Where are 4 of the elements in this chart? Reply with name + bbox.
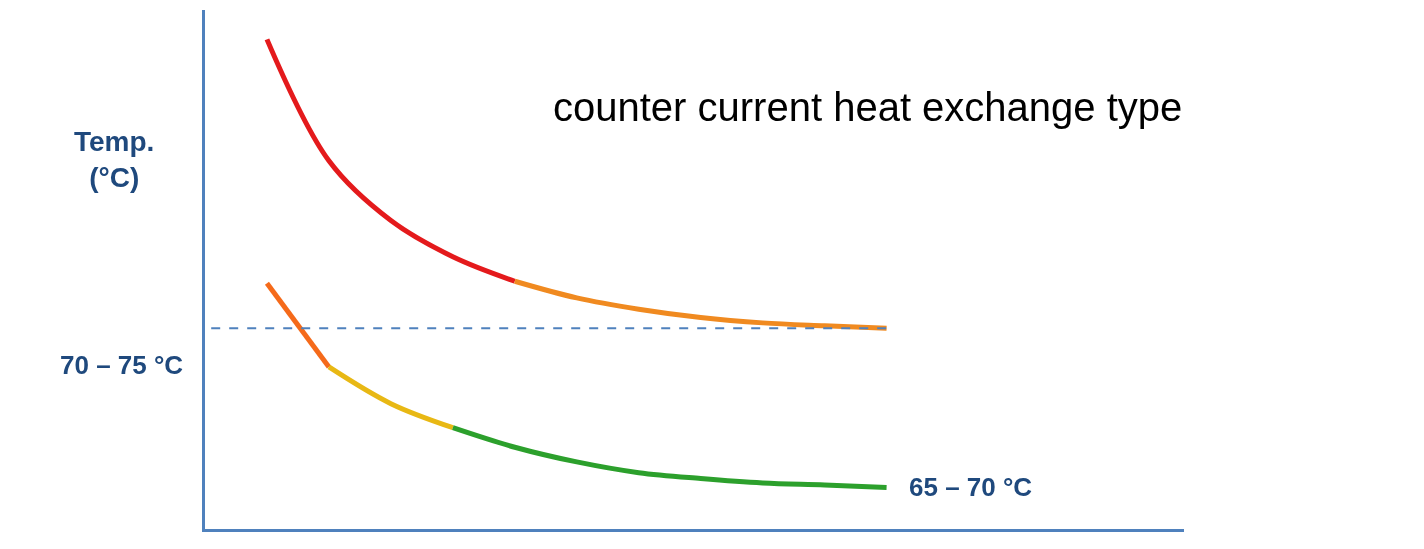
text: 65 – 70 °C [909,472,1033,502]
y-axis-title: Temp. (°C) [74,126,155,194]
text: counter current heat exchange type [553,85,1183,129]
text: 70 – 75 °C [60,350,184,380]
